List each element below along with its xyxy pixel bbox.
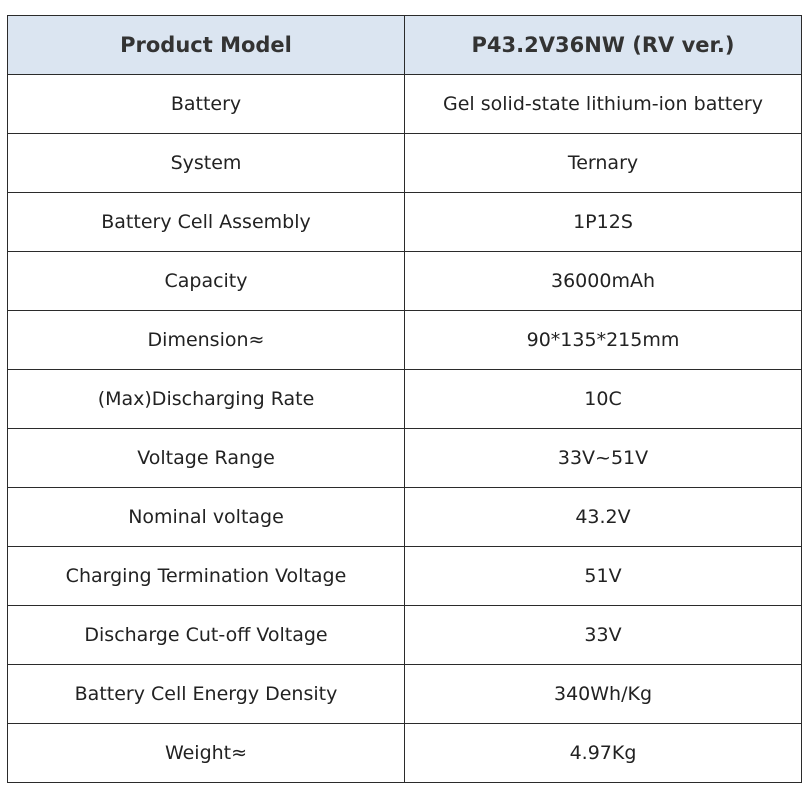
row-value: Gel solid-state lithium-ion battery — [404, 74, 802, 134]
row-label: Battery — [7, 74, 405, 134]
row-value: 10C — [404, 369, 802, 429]
row-value: 33V — [404, 605, 802, 665]
row-label: Weight≈ — [7, 723, 405, 783]
row-value: 36000mAh — [404, 251, 802, 311]
table-row: Battery Cell Energy Density 340Wh/Kg — [7, 664, 802, 724]
header-label-cell: Product Model — [7, 15, 405, 75]
row-label: System — [7, 133, 405, 193]
table-row: Discharge Cut-off Voltage 33V — [7, 605, 802, 665]
row-label: Capacity — [7, 251, 405, 311]
table-row: Weight≈ 4.97Kg — [7, 723, 802, 783]
row-value: Ternary — [404, 133, 802, 193]
row-label: Battery Cell Energy Density — [7, 664, 405, 724]
spec-table: Product Model P43.2V36NW (RV ver.) Batte… — [7, 15, 802, 783]
table-row: Capacity 36000mAh — [7, 251, 802, 311]
row-label: Discharge Cut-off Voltage — [7, 605, 405, 665]
row-value: 1P12S — [404, 192, 802, 252]
row-value: 51V — [404, 546, 802, 606]
table-header-row: Product Model P43.2V36NW (RV ver.) — [7, 15, 802, 75]
table-row: Battery Gel solid-state lithium-ion batt… — [7, 74, 802, 134]
row-value: 4.97Kg — [404, 723, 802, 783]
row-label: Voltage Range — [7, 428, 405, 488]
row-label: (Max)Discharging Rate — [7, 369, 405, 429]
table-row: (Max)Discharging Rate 10C — [7, 369, 802, 429]
table-row: Battery Cell Assembly 1P12S — [7, 192, 802, 252]
table-row: System Ternary — [7, 133, 802, 193]
table-row: Charging Termination Voltage 51V — [7, 546, 802, 606]
row-label: Battery Cell Assembly — [7, 192, 405, 252]
header-value-cell: P43.2V36NW (RV ver.) — [404, 15, 802, 75]
row-label: Charging Termination Voltage — [7, 546, 405, 606]
row-value: 33V~51V — [404, 428, 802, 488]
table-row: Voltage Range 33V~51V — [7, 428, 802, 488]
row-label: Nominal voltage — [7, 487, 405, 547]
table-row: Dimension≈ 90*135*215mm — [7, 310, 802, 370]
row-value: 340Wh/Kg — [404, 664, 802, 724]
table-row: Nominal voltage 43.2V — [7, 487, 802, 547]
row-value: 90*135*215mm — [404, 310, 802, 370]
row-label: Dimension≈ — [7, 310, 405, 370]
row-value: 43.2V — [404, 487, 802, 547]
